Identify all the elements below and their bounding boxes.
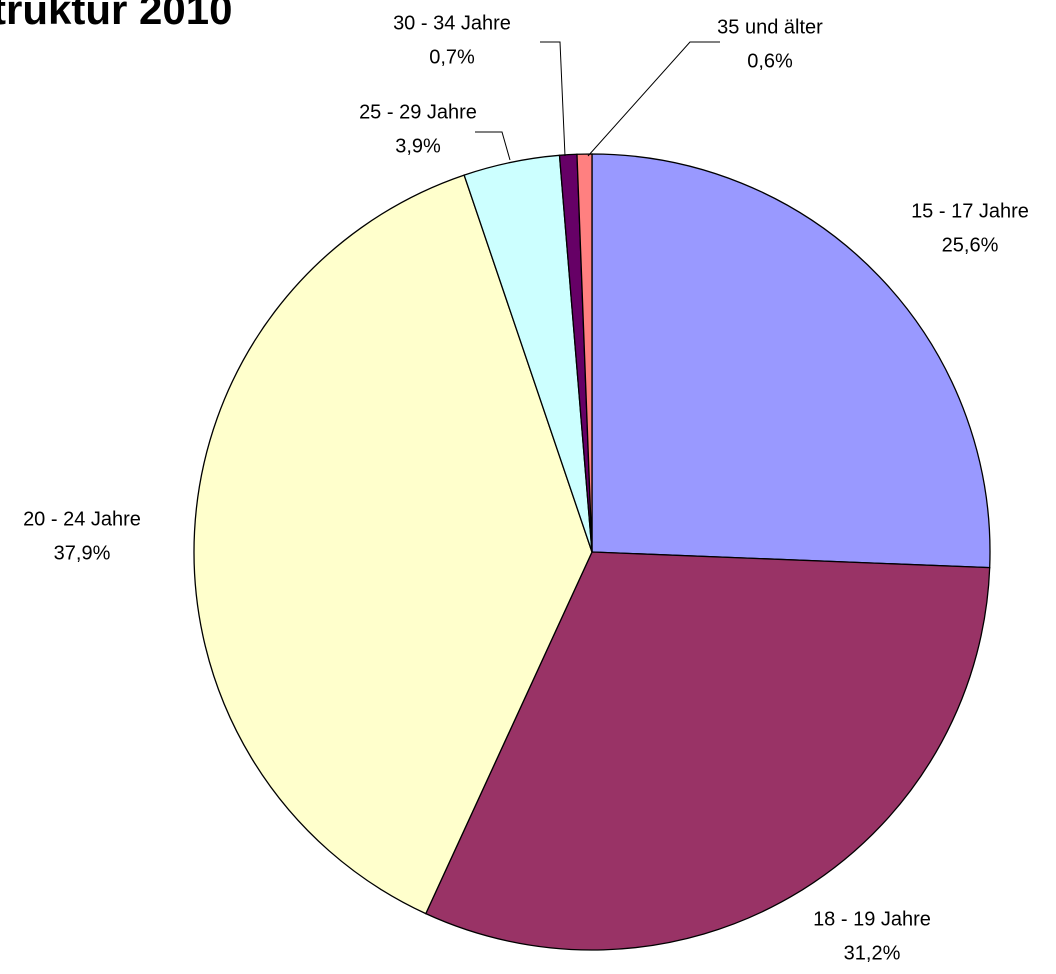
value-label: 31,2% (844, 942, 901, 964)
leader-line (587, 41, 720, 157)
value-label: 37,9% (54, 542, 111, 564)
pie-slice (193, 174, 593, 915)
value-label: 25,6% (942, 234, 999, 256)
category-label: 35 und älter (717, 16, 823, 38)
category-label: 20 - 24 Jahre (23, 508, 141, 530)
category-label: 18 - 19 Jahre (813, 908, 931, 930)
category-label: 15 - 17 Jahre (911, 200, 1029, 222)
pie-slice (424, 551, 991, 951)
value-label: 3,9% (395, 135, 441, 157)
pie-slice (576, 153, 593, 553)
leader-line (540, 41, 566, 157)
pie (193, 153, 991, 951)
value-label: 0,7% (429, 46, 475, 68)
chart-title: truktur 2010 (0, 0, 232, 33)
leader-line (475, 131, 511, 161)
category-label: 30 - 34 Jahre (393, 12, 511, 34)
value-label: 0,6% (747, 50, 793, 72)
category-label: 25 - 29 Jahre (359, 101, 477, 123)
pie-slice (591, 153, 991, 569)
